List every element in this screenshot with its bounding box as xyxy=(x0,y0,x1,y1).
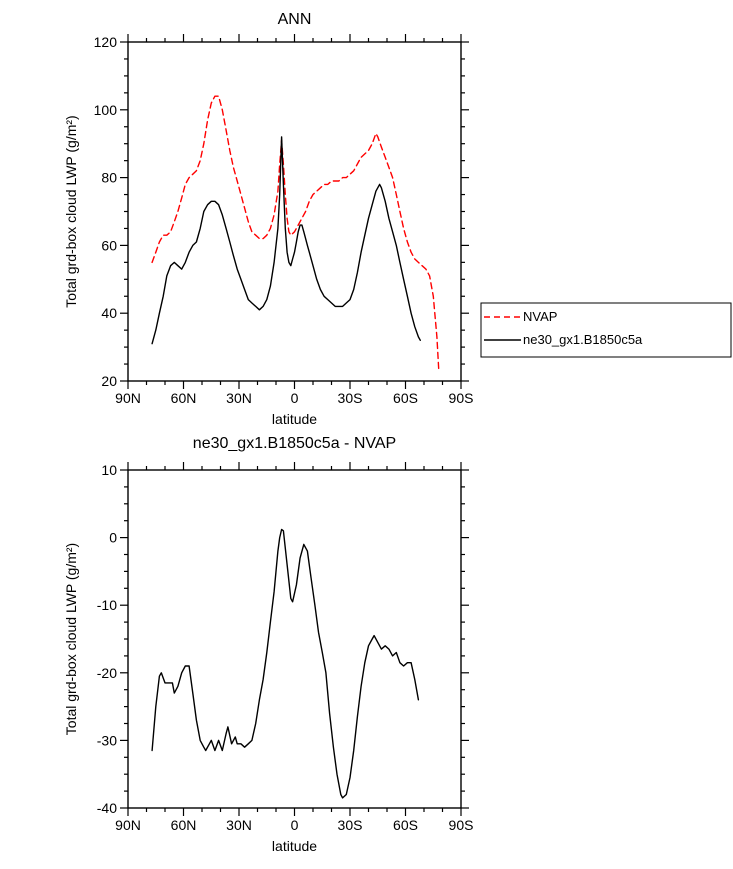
chart-title: ne30_gx1.B1850c5a - NVAP xyxy=(193,435,396,452)
plot-frame xyxy=(127,469,462,809)
series-line-NVAP xyxy=(151,95,440,372)
x-tick-label: 60S xyxy=(393,817,418,833)
y-axis-label: Total grd-box cloud LWP (g/m²) xyxy=(63,115,79,307)
x-tick-label: 90N xyxy=(115,817,141,833)
y-tick-label: 120 xyxy=(94,34,118,50)
x-tick-label: 30S xyxy=(338,817,363,833)
x-tick-label: 60N xyxy=(171,390,197,406)
x-tick-label: 90S xyxy=(449,817,474,833)
y-tick-label: 10 xyxy=(101,462,117,478)
y-tick-label: -40 xyxy=(97,800,117,816)
x-tick-label: 60S xyxy=(393,390,418,406)
chart-title: ANN xyxy=(278,11,312,28)
x-tick-label: 30S xyxy=(338,390,363,406)
y-tick-label: 80 xyxy=(101,170,117,186)
series-line-ne30_gx1.B1850c5a xyxy=(151,136,421,345)
x-tick-label: 60N xyxy=(171,817,197,833)
y-tick-label: 40 xyxy=(101,305,117,321)
x-axis-label: latitude xyxy=(272,411,317,427)
legend-box xyxy=(480,302,732,358)
x-axis-label: latitude xyxy=(272,838,317,854)
x-tick-label: 90S xyxy=(449,390,474,406)
legend-label: ne30_gx1.B1850c5a xyxy=(523,332,643,347)
x-tick-label: 90N xyxy=(115,390,141,406)
y-tick-label: 100 xyxy=(94,102,118,118)
x-tick-label: 30N xyxy=(226,817,252,833)
y-tick-label: 0 xyxy=(109,530,117,546)
y-axis-label: Total grd-box cloud LWP (g/m²) xyxy=(63,543,79,735)
x-tick-label: 30N xyxy=(226,390,252,406)
y-tick-label: 60 xyxy=(101,237,117,253)
y-tick-label: -20 xyxy=(97,665,117,681)
y-tick-label: -10 xyxy=(97,597,117,613)
y-tick-label: 20 xyxy=(101,373,117,389)
series-line-ne30_gx1.B1850c5a - NVAP xyxy=(151,528,420,799)
legend-label: NVAP xyxy=(523,309,557,324)
x-tick-label: 0 xyxy=(291,390,299,406)
top-chart: 90N 60N 30N 0 30S 60S 90S 20 40 60 80 100 120 ANN lati… xyxy=(63,11,732,427)
x-tick-label: 0 xyxy=(291,817,299,833)
y-tick-label: -30 xyxy=(97,732,117,748)
bottom-chart: 90N 60N 30N 0 30S 60S 90S -40 -30 -20 -10 0 10 ne30_g… xyxy=(63,435,473,854)
